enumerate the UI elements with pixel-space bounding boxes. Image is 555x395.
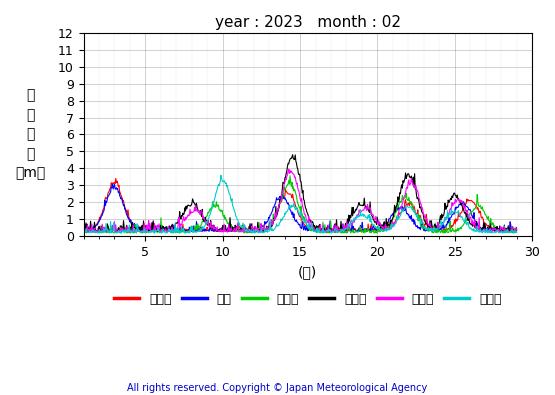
生月島 [474, 226, 481, 231]
石廂導 [287, 173, 294, 178]
屋久島 [118, 231, 125, 235]
石廂導 [133, 231, 140, 235]
Line: 上ノ国: 上ノ国 [83, 179, 517, 231]
X-axis label: (日): (日) [298, 265, 317, 279]
上ノ国 [446, 226, 453, 231]
屋久島 [513, 230, 520, 235]
上ノ国 [93, 224, 99, 228]
Line: 屋久島: 屋久島 [83, 175, 517, 233]
生月島 [80, 228, 87, 233]
唐桑 [513, 227, 520, 231]
石廂導 [151, 231, 158, 235]
経ヶ岸 [93, 228, 99, 233]
屋久島 [196, 229, 203, 233]
経ヶ岸 [510, 229, 517, 234]
経ヶ岸 [446, 200, 452, 205]
屋久島 [151, 231, 158, 235]
屋久島 [93, 229, 99, 233]
唐桑 [223, 228, 229, 233]
屋久島 [218, 173, 224, 178]
生月島 [151, 221, 158, 226]
経ヶ岸 [473, 219, 480, 224]
石廂導 [196, 224, 203, 229]
生月島 [93, 229, 99, 234]
屋久島 [446, 212, 453, 216]
唐桑 [111, 182, 118, 186]
Line: 石廂導: 石廂導 [83, 176, 517, 233]
Text: All rights reserved. Copyright © Japan Meteorological Agency: All rights reserved. Copyright © Japan M… [128, 383, 427, 393]
石廂導 [446, 226, 453, 231]
唐桑 [197, 225, 204, 230]
石廂導 [93, 229, 99, 233]
上ノ国 [214, 229, 221, 234]
Y-axis label: 有
義
波
高
（m）: 有 義 波 高 （m） [15, 88, 46, 181]
Line: 経ヶ岸: 経ヶ岸 [83, 155, 517, 231]
経ヶ岸 [196, 209, 203, 214]
上ノ国 [80, 228, 87, 233]
経ヶ岸 [150, 226, 157, 231]
Title: year : 2023   month : 02: year : 2023 month : 02 [215, 15, 401, 30]
唐桑 [474, 221, 481, 226]
上ノ国 [474, 207, 481, 211]
上ノ国 [223, 228, 229, 232]
生月島 [446, 210, 453, 215]
石廂導 [513, 229, 520, 234]
唐桑 [151, 228, 158, 233]
上ノ国 [113, 176, 119, 181]
石廂導 [474, 192, 481, 197]
屋久島 [223, 181, 229, 185]
経ヶ岸 [221, 227, 228, 231]
生月島 [196, 212, 203, 216]
経ヶ岸 [289, 152, 296, 157]
唐桑 [80, 229, 87, 233]
唐桑 [93, 224, 99, 228]
石廂導 [80, 228, 87, 233]
経ヶ岸 [80, 228, 87, 233]
屋久島 [80, 228, 87, 233]
経ヶ岸 [513, 228, 520, 232]
Line: 生月島: 生月島 [83, 169, 517, 232]
生月島 [222, 229, 229, 234]
上ノ国 [196, 228, 203, 233]
Line: 唐桑: 唐桑 [83, 184, 517, 231]
石廂導 [222, 215, 229, 220]
生月島 [285, 167, 292, 171]
唐桑 [176, 229, 183, 234]
生月島 [513, 228, 520, 232]
屋久島 [474, 224, 481, 228]
Legend: 上ノ国, 唐桑, 石廂導, 経ヶ岸, 生月島, 屋久島: 上ノ国, 唐桑, 石廂導, 経ヶ岸, 生月島, 屋久島 [109, 288, 507, 310]
唐桑 [446, 220, 453, 224]
上ノ国 [151, 228, 158, 233]
生月島 [97, 230, 104, 235]
上ノ国 [513, 225, 520, 230]
